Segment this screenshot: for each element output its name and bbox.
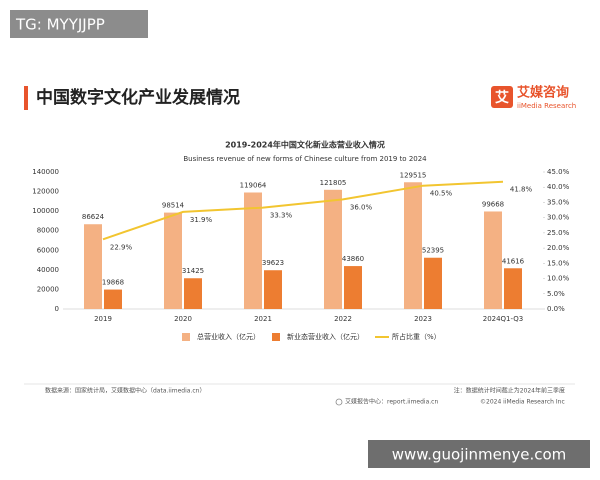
bar [484, 211, 502, 309]
bar [324, 189, 342, 309]
y-tick-label: 0 [55, 305, 59, 313]
logo-english: iiMedia Research [517, 102, 576, 110]
line-value-label: 31.9% [190, 216, 213, 224]
line-value-label: 40.5% [430, 190, 453, 198]
bar [504, 268, 522, 309]
logo-icon-text: 艾 [495, 89, 509, 106]
line-value-label: 22.9% [110, 243, 133, 251]
logo-name: 艾媒咨询 [517, 85, 569, 101]
y2-tick-label: 35.0% [547, 198, 570, 206]
y-tick-label: 20000 [37, 285, 59, 293]
x-tick-label: 2021 [254, 315, 272, 323]
y-tick-label: 60000 [37, 246, 59, 254]
line-value-label: 41.8% [510, 186, 533, 194]
bar-value-label: 19868 [102, 279, 124, 287]
legend-swatch [182, 333, 190, 341]
legend-swatch [272, 333, 280, 341]
x-tick-label: 2023 [414, 315, 432, 323]
y2-tick-label: 15.0% [547, 259, 570, 267]
legend-label: 所占比重（%） [392, 332, 441, 341]
bar [424, 257, 442, 309]
bar-value-label: 41616 [502, 257, 525, 265]
bar [104, 289, 122, 309]
bar [184, 278, 202, 309]
y2-tick-label: 40.0% [547, 183, 570, 191]
bar-value-label: 119064 [240, 181, 267, 189]
y2-tick-label: 5.0% [547, 290, 565, 298]
x-tick-label: 2020 [174, 315, 192, 323]
legend-label: 总营业收入（亿元） [197, 332, 260, 341]
y-tick-label: 120000 [32, 188, 59, 196]
line-value-label: 36.0% [350, 203, 373, 211]
bar-value-label: 86624 [82, 213, 105, 221]
y2-tick-label: 0.0% [547, 305, 565, 313]
y-tick-label: 40000 [37, 266, 59, 274]
bar-value-label: 129515 [400, 171, 427, 179]
footer-report: 艾媒报告中心：report.iimedia.cn [345, 398, 438, 406]
chart-subtitle: Business revenue of new forms of Chinese… [183, 155, 427, 163]
chart-title: 2019-2024年中国文化新业态营业收入情况 [225, 140, 385, 150]
watermark-box [10, 10, 148, 38]
watermark: www.guojinmenye.com [392, 446, 567, 464]
bar-value-label: 99668 [482, 200, 504, 208]
x-tick-label: 2024Q1-Q3 [483, 315, 524, 323]
legend-label: 新业态营业收入（亿元） [287, 332, 364, 341]
y2-tick-label: 20.0% [547, 244, 570, 252]
bar-value-label: 39623 [262, 259, 284, 267]
bar-value-label: 52395 [422, 247, 444, 255]
report-icon [335, 398, 343, 406]
bar [404, 182, 422, 309]
footer-source: 数据来源：国家统计局，艾媒数据中心（data.iimedia.cn） [45, 387, 205, 395]
x-tick-label: 2019 [94, 315, 112, 323]
bar-value-label: 43860 [342, 255, 364, 263]
x-tick-label: 2022 [334, 315, 352, 323]
header-title: 中国数字文化产业发展情况 [36, 87, 240, 108]
y-tick-label: 80000 [37, 227, 59, 235]
y2-tick-label: 10.0% [547, 275, 570, 283]
footer-note: 注：数据统计时间截止为2024年前三季度 [454, 387, 565, 395]
bar-value-label: 121805 [320, 179, 347, 187]
y2-tick-label: 25.0% [547, 229, 570, 237]
bar [164, 212, 182, 309]
footer-copyright: ©2024 iiMedia Research Inc [480, 399, 565, 406]
logo-icon [491, 86, 513, 108]
y2-tick-label: 45.0% [547, 168, 570, 176]
bar [244, 192, 262, 309]
bar-value-label: 31425 [182, 267, 204, 275]
line-value-label: 33.3% [270, 212, 293, 220]
title-accent [24, 86, 28, 110]
y2-tick-label: 30.0% [547, 214, 570, 222]
bar [264, 270, 282, 309]
bar [84, 224, 102, 309]
bar-value-label: 98514 [162, 202, 185, 210]
watermark-box [368, 440, 590, 468]
line [102, 180, 504, 241]
y-tick-label: 140000 [32, 168, 59, 176]
bar [344, 266, 362, 309]
y-tick-label: 100000 [32, 207, 59, 215]
watermark: TG: MYYJJPP [15, 16, 105, 34]
